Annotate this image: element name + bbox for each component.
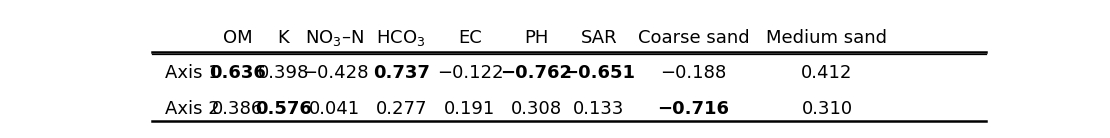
Text: 0.191: 0.191: [444, 100, 495, 118]
Text: SAR: SAR: [581, 29, 617, 47]
Text: Axis 1: Axis 1: [164, 64, 219, 82]
Text: −0.188: −0.188: [660, 64, 727, 82]
Text: EC: EC: [458, 29, 482, 47]
Text: 0.041: 0.041: [310, 100, 361, 118]
Text: Coarse sand: Coarse sand: [638, 29, 749, 47]
Text: 0.576: 0.576: [255, 100, 312, 118]
Text: 0.308: 0.308: [511, 100, 562, 118]
Text: −0.122: −0.122: [436, 64, 503, 82]
Text: 0.386: 0.386: [212, 100, 263, 118]
Text: 0.737: 0.737: [373, 64, 430, 82]
Text: −0.762: −0.762: [501, 64, 572, 82]
Text: NO$_3$–N: NO$_3$–N: [305, 28, 364, 48]
Text: −0.651: −0.651: [563, 64, 635, 82]
Text: 0.310: 0.310: [801, 100, 852, 118]
Text: 0.133: 0.133: [573, 100, 625, 118]
Text: 0.277: 0.277: [375, 100, 427, 118]
Text: OM: OM: [223, 29, 252, 47]
Text: HCO$_3$: HCO$_3$: [376, 28, 426, 48]
Text: PH: PH: [524, 29, 548, 47]
Text: 0.398: 0.398: [258, 64, 309, 82]
Text: 0.636: 0.636: [210, 64, 266, 82]
Text: K: K: [278, 29, 289, 47]
Text: −0.716: −0.716: [657, 100, 729, 118]
Text: −0.428: −0.428: [302, 64, 369, 82]
Text: 0.412: 0.412: [801, 64, 852, 82]
Text: Axis 2: Axis 2: [164, 100, 220, 118]
Text: Medium sand: Medium sand: [766, 29, 888, 47]
